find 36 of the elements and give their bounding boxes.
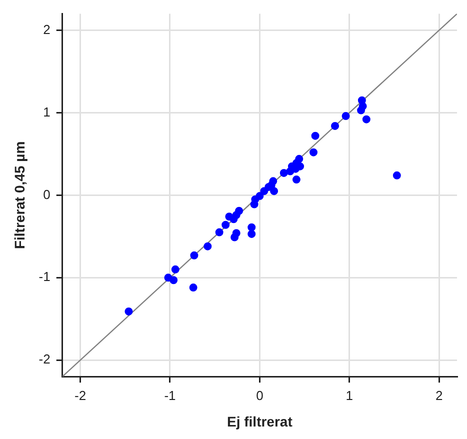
point <box>270 187 278 196</box>
point <box>124 307 133 316</box>
x-tick-label: -1 <box>164 388 176 403</box>
point <box>392 171 401 180</box>
y-tick-label: -2 <box>38 352 50 367</box>
point <box>222 220 230 229</box>
point <box>190 251 198 260</box>
x-tick-label: 1 <box>346 388 353 403</box>
point <box>171 265 180 274</box>
point <box>309 148 318 156</box>
x-axis-title: Ej filtrerat <box>227 413 293 430</box>
point <box>357 106 366 114</box>
point <box>280 168 288 177</box>
y-tick-label: 1 <box>43 104 50 120</box>
x-tick-label: 2 <box>435 388 443 403</box>
point <box>248 230 256 238</box>
point <box>248 223 256 232</box>
point <box>331 122 340 130</box>
point <box>235 206 244 215</box>
point <box>362 115 370 124</box>
x-tick-label: 0 <box>256 388 264 403</box>
point <box>204 242 212 250</box>
point <box>256 192 264 200</box>
point <box>189 284 198 292</box>
point <box>232 229 240 238</box>
point <box>311 132 320 140</box>
y-tick-label: 2 <box>43 22 50 37</box>
point <box>170 276 178 284</box>
y-axis-title: Filtrerat 0,45 µm <box>11 141 28 250</box>
y-tick-label: 0 <box>43 186 50 202</box>
point <box>292 176 300 184</box>
point <box>295 154 304 163</box>
point <box>215 228 224 236</box>
point <box>342 112 350 120</box>
x-tick-label: -2 <box>74 388 86 403</box>
y-tick-label: -1 <box>38 269 50 284</box>
